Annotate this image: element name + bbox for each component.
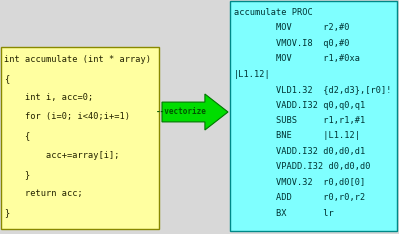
Text: BX       lr: BX lr: [234, 208, 334, 218]
Text: for (i=0; i<40;i+=1): for (i=0; i<40;i+=1): [4, 112, 130, 121]
Bar: [230, 1, 397, 231]
Text: }: }: [4, 170, 30, 179]
Text: VMOV.I8  q0,#0: VMOV.I8 q0,#0: [234, 39, 350, 48]
Text: VADD.I32 q0,q0,q1: VADD.I32 q0,q0,q1: [234, 101, 365, 110]
Text: VMOV.32  r0,d0[0]: VMOV.32 r0,d0[0]: [234, 178, 365, 187]
Text: int accumulate (int * array): int accumulate (int * array): [4, 55, 151, 64]
Text: SUBS     r1,r1,#1: SUBS r1,r1,#1: [234, 116, 365, 125]
Polygon shape: [162, 94, 228, 130]
Text: |L1.12|: |L1.12|: [234, 70, 271, 79]
Text: VADD.I32 d0,d0,d1: VADD.I32 d0,d0,d1: [234, 147, 365, 156]
Text: {: {: [4, 132, 30, 140]
Text: }: }: [4, 208, 9, 217]
Text: MOV      r2,#0: MOV r2,#0: [234, 23, 350, 33]
Text: VPADD.I32 d0,d0,d0: VPADD.I32 d0,d0,d0: [234, 162, 371, 171]
Text: accumulate PROC: accumulate PROC: [234, 8, 313, 17]
Text: MOV      r1,#0xa: MOV r1,#0xa: [234, 54, 360, 63]
Text: int i, acc=0;: int i, acc=0;: [4, 93, 93, 102]
Text: --vectorize: --vectorize: [156, 107, 207, 117]
Text: ADD      r0,r0,r2: ADD r0,r0,r2: [234, 193, 365, 202]
Text: acc+=array[i];: acc+=array[i];: [4, 150, 119, 160]
Text: VLD1.32  {d2,d3},[r0]!: VLD1.32 {d2,d3},[r0]!: [234, 85, 391, 94]
Text: {: {: [4, 74, 9, 83]
Bar: [1, 47, 159, 229]
Text: return acc;: return acc;: [4, 189, 83, 198]
Text: BNE      |L1.12|: BNE |L1.12|: [234, 132, 360, 140]
